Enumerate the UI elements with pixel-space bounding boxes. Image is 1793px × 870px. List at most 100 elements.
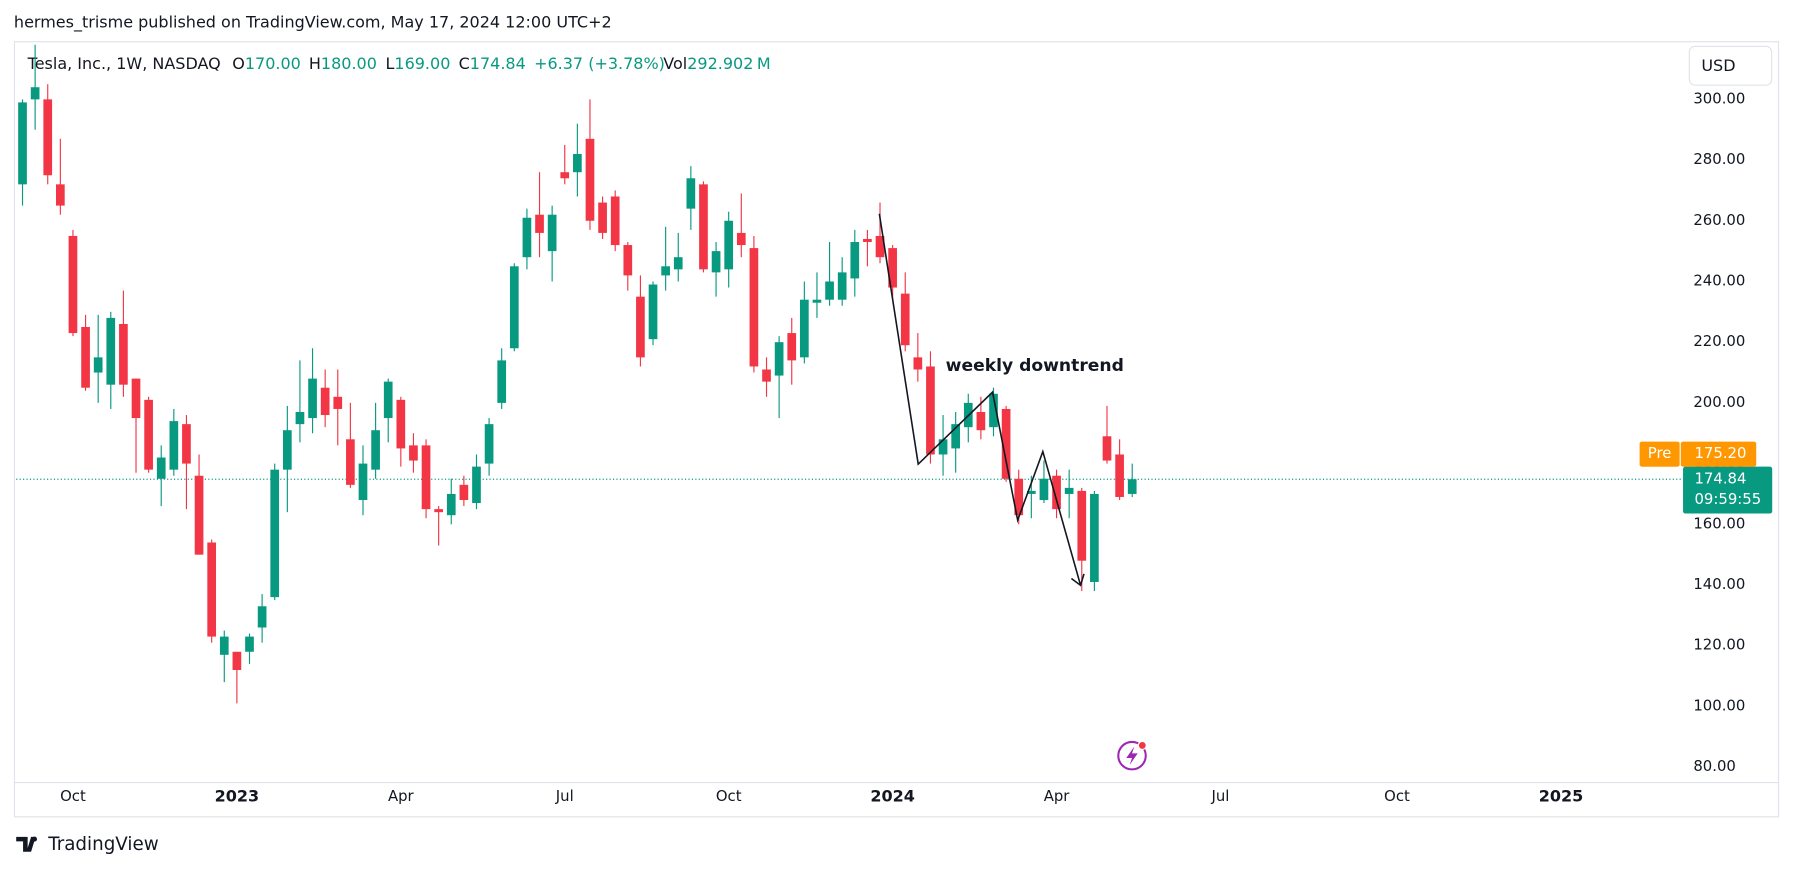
candle-body [169,421,179,470]
candle-body [333,396,343,409]
candle-body [749,248,759,367]
y-tick-label: 220.00 [1693,332,1745,350]
candle-body [610,196,620,246]
y-tick-label: 280.00 [1693,150,1745,168]
x-tick-label: Jul [1211,787,1230,805]
logo-mark [16,836,36,852]
candle-body [459,484,469,501]
candle-body [81,327,90,388]
x-tick-label: 2024 [870,786,915,805]
candle-body [875,235,885,258]
pre-market-name-box [1639,441,1680,467]
candle-body [938,439,948,455]
y-tick-label: 300.00 [1693,89,1745,107]
chart-pane-border [13,41,1780,818]
candle-body [863,238,872,243]
alert-dot[interactable] [1137,740,1147,750]
candle-body [724,220,734,270]
candle-body [1115,454,1124,497]
candle-body [812,299,822,303]
currency-button-box[interactable] [1688,45,1773,86]
candle-body [56,184,65,206]
candle-body [951,424,961,449]
x-tick-label: Apr [388,787,415,805]
candle-body [560,172,570,179]
candle-body [976,411,986,431]
last-price-label: 174.84 [1694,469,1746,487]
y-tick-label: 260.00 [1693,211,1745,229]
candle-body [43,99,53,176]
candle-body [686,178,696,209]
candle-body [598,202,607,233]
candle-body [295,411,305,425]
candle-body [1064,487,1074,494]
legend-label: O [232,54,245,73]
publish-header: hermes_trisme published on TradingView.c… [14,12,612,32]
x-tick-label: 2023 [215,786,260,805]
trend-arrowhead [1070,573,1085,587]
candle-body [699,184,708,270]
legend-label: L [385,54,394,73]
candle-body [1090,493,1099,582]
candle-body [194,475,204,555]
candle-body [484,424,494,464]
candle-body [207,542,217,637]
x-tick-label: 2025 [1539,786,1584,805]
candle-body [774,342,784,376]
legend-value: 180.00 [321,54,377,73]
pre-market-tag: Pre 175.20 [1639,441,1757,467]
candle-body [308,378,317,419]
candle-body [106,317,116,385]
candle-body [1052,475,1061,510]
alert-icon[interactable] [1117,740,1147,771]
candle-body [736,232,746,246]
candle-body [900,293,910,346]
footer-logo: TradingView [16,834,159,855]
candle-body [522,217,532,258]
candle-body [573,153,582,173]
candle-body [93,357,103,373]
candle-body [282,430,292,470]
candle-body [219,636,229,655]
candle-body [762,369,771,382]
candle-body [1014,478,1024,516]
currency-label[interactable]: USD [1701,56,1735,75]
candle-body [30,87,40,100]
candle-body [509,266,519,349]
candle-body [1001,408,1011,479]
pre-market-name: Pre [1648,444,1672,462]
candle-body [825,281,834,300]
currency-button[interactable]: USD [1688,45,1773,86]
y-tick-label: 140.00 [1693,575,1745,593]
footer-brand: TradingView [47,834,159,855]
legend-value: 292.902 [687,54,753,73]
x-tick-label: Oct [1384,787,1410,805]
candle-body [371,430,380,470]
candle-body [131,378,141,419]
legend-label: H [309,54,321,73]
candle-body [18,102,27,185]
y-tick-label: 100.00 [1693,696,1745,714]
legend-symbol: Tesla, Inc., 1W, NASDAQ [27,54,221,73]
candle-body [232,651,242,670]
candle-body [434,509,443,513]
candle-body [396,399,406,449]
trend-drawing [878,213,1085,587]
legend-unit: M [757,54,771,73]
candle-body [245,636,254,652]
candle-body [1127,479,1137,494]
y-tick-label: 120.00 [1693,636,1745,654]
legend-value: 170.00 [245,54,301,73]
candle-body [383,381,393,419]
x-tick-label: Jul [555,787,574,805]
pre-market-label: 175.20 [1694,444,1746,462]
candle-body [648,284,658,340]
candle-body [257,606,267,628]
candle-body [673,257,683,270]
alert-bolt[interactable] [1126,746,1138,765]
candle-body [144,399,153,470]
y-tick-label: 160.00 [1693,514,1745,532]
candle-body [850,242,860,279]
